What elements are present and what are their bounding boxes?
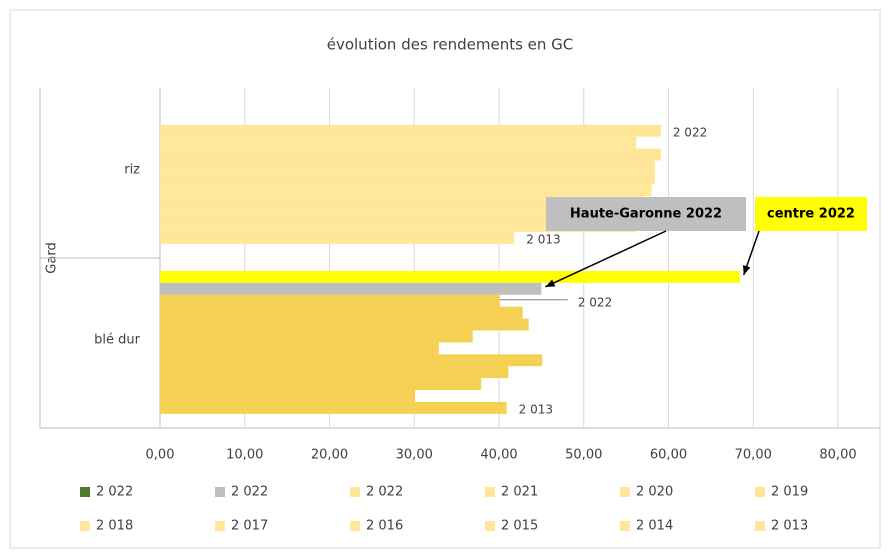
x-tick-label: 20,00 <box>311 448 348 463</box>
bar <box>160 366 509 379</box>
x-tick-label: 10,00 <box>226 448 263 463</box>
category-label: blé dur <box>94 333 140 348</box>
legend-label: 2 020 <box>636 485 673 500</box>
arrow-head <box>743 264 751 275</box>
legend-label: 2 022 <box>96 485 133 500</box>
bar <box>160 196 644 209</box>
bar <box>160 124 661 137</box>
bar <box>160 330 473 343</box>
legend-swatch <box>755 521 765 531</box>
legend-label: 2 014 <box>636 519 673 534</box>
bar <box>160 231 515 244</box>
bar <box>160 172 655 185</box>
x-tick-label: 40,00 <box>480 448 517 463</box>
data-label: 2 022 <box>673 125 707 139</box>
bar <box>160 318 529 331</box>
bar <box>160 294 500 307</box>
legend-label: 2 022 <box>231 485 268 500</box>
annotation-text: Haute-Garonne 2022 <box>570 207 722 222</box>
bar <box>160 220 635 232</box>
x-tick-label: 60,00 <box>650 448 687 463</box>
legend-label: 2 019 <box>771 485 808 500</box>
legend-swatch <box>620 521 630 531</box>
data-label: 2 013 <box>519 402 553 416</box>
legend-label: 2 021 <box>501 485 538 500</box>
bar <box>160 160 655 173</box>
data-label: 2 022 <box>578 295 612 309</box>
legend-label: 2 015 <box>501 519 538 534</box>
annotation-arrow <box>545 230 667 288</box>
legend-swatch <box>485 487 495 497</box>
annotation-box <box>546 197 746 231</box>
bar <box>160 148 661 161</box>
x-tick-label: 80,00 <box>819 448 856 463</box>
legend-swatch <box>350 521 360 531</box>
legend-label: 2 018 <box>96 519 133 534</box>
legend-label: 2 016 <box>366 519 403 534</box>
legend-swatch <box>215 521 225 531</box>
x-tick-label: 0,00 <box>146 448 175 463</box>
bar <box>160 390 416 402</box>
bar <box>160 342 439 355</box>
annotation-text: centre 2022 <box>767 207 855 222</box>
legend-swatch <box>215 487 225 497</box>
legend-swatch <box>755 487 765 497</box>
x-tick-label: 50,00 <box>565 448 602 463</box>
x-tick-label: 30,00 <box>396 448 433 463</box>
bar <box>160 136 637 149</box>
legend-swatch <box>80 487 90 497</box>
chart-title: évolution des rendements en GC <box>327 36 574 54</box>
legend-swatch <box>350 487 360 497</box>
annotation-box <box>755 197 867 231</box>
legend-swatch <box>485 521 495 531</box>
legend-label: 2 022 <box>366 485 403 500</box>
category-label: riz <box>124 163 140 178</box>
bar <box>160 401 507 414</box>
bar <box>160 378 482 390</box>
bar <box>160 282 542 295</box>
bar <box>160 208 644 220</box>
legend-label: 2 017 <box>231 519 268 534</box>
bar <box>160 306 523 319</box>
legend-swatch <box>80 521 90 531</box>
legend-label: 2 013 <box>771 519 808 534</box>
legend-swatch <box>620 487 630 497</box>
bar <box>160 354 543 367</box>
bar <box>160 271 740 283</box>
bar <box>160 184 652 197</box>
x-tick-label: 70,00 <box>735 448 772 463</box>
data-label: 2 013 <box>526 232 560 246</box>
arrow-head <box>545 279 556 287</box>
